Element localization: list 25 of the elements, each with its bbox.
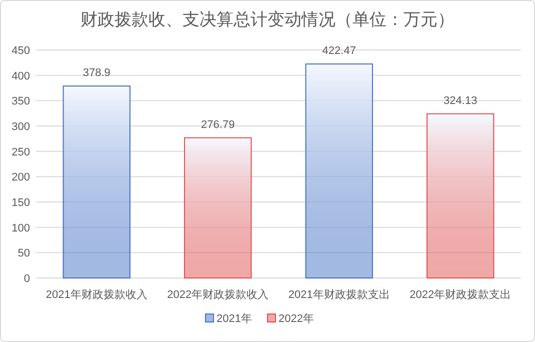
- bar: [184, 137, 252, 278]
- data-label: 378.9: [82, 67, 110, 80]
- data-label: 324.13: [444, 94, 478, 107]
- y-tick-label: 450: [12, 45, 30, 57]
- chart-title: 财政拨款收、支决算总计变动情况（单位：万元）: [80, 10, 454, 29]
- x-tick-label: 2021年财政拨款收入: [46, 288, 148, 301]
- x-tick-label: 2022年财政拨款支出: [410, 288, 512, 301]
- bar: [426, 113, 494, 278]
- legend-label: 2021年: [216, 313, 252, 325]
- x-tick-label: 2021年财政拨款支出: [288, 288, 390, 301]
- y-tick-label: 50: [18, 248, 30, 260]
- bar: [305, 63, 373, 278]
- legend-label: 2022年: [278, 313, 314, 325]
- bar: [62, 86, 130, 278]
- y-tick-label: 250: [12, 146, 30, 158]
- data-label: 276.79: [201, 118, 235, 131]
- data-label: 422.47: [322, 44, 356, 57]
- y-tick-label: 200: [12, 172, 30, 184]
- x-tick-label: 2022年财政拨款收入: [167, 288, 269, 301]
- y-tick-label: 300: [12, 121, 30, 133]
- y-tick-label: 0: [24, 273, 30, 285]
- y-tick-label: 100: [12, 222, 30, 234]
- y-tick-label: 350: [12, 96, 30, 108]
- y-tick-label: 400: [12, 70, 30, 82]
- y-tick-label: 150: [12, 197, 30, 209]
